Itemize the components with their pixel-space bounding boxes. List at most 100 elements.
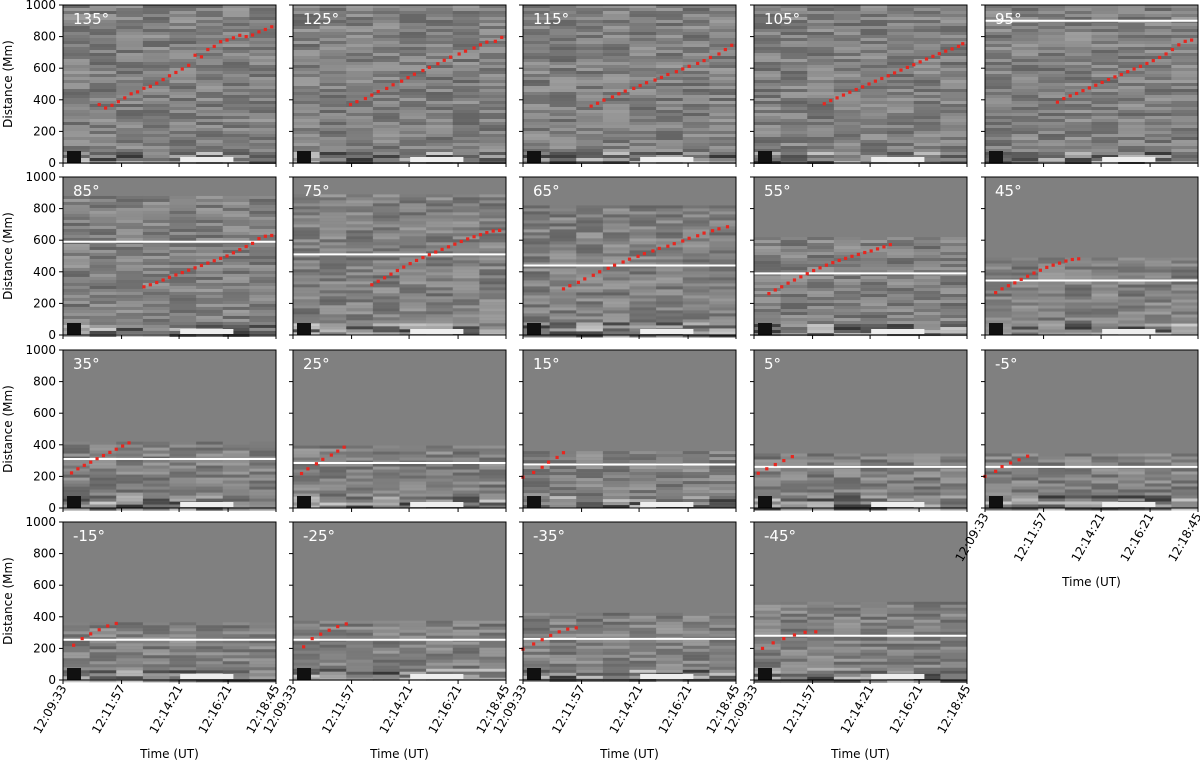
intensity-strip [346, 11, 374, 14]
intensity-strip [142, 146, 170, 149]
bright-feature [871, 157, 925, 162]
intensity-strip [1091, 110, 1119, 113]
intensity-strip [780, 35, 808, 38]
intensity-strip [754, 74, 782, 77]
intensity-strip [116, 122, 144, 125]
intensity-strip [452, 457, 480, 461]
intensity-strip [222, 495, 250, 499]
intensity-strip [860, 258, 888, 262]
intensity-strip [709, 217, 737, 221]
intensity-strip [780, 26, 808, 29]
intensity-strip [1171, 86, 1199, 89]
intensity-strip [549, 292, 577, 296]
intensity-strip [249, 222, 277, 226]
intensity-strip [549, 140, 577, 143]
intensity-strip [293, 74, 321, 77]
intensity-strip [169, 462, 197, 466]
intensity-strip [63, 125, 91, 128]
intensity-strip [116, 17, 144, 20]
intensity-strip [249, 207, 277, 211]
intensity-strip [602, 77, 630, 80]
intensity-strip [860, 459, 888, 463]
intensity-strip [913, 318, 941, 322]
intensity-strip [63, 17, 91, 20]
intensity-strip [426, 53, 454, 56]
intensity-strip [293, 475, 321, 479]
intensity-strip [1011, 269, 1039, 273]
intensity-strip [1011, 459, 1039, 463]
intensity-strip [1011, 483, 1039, 487]
intensity-strip [913, 468, 941, 472]
intensity-strip [89, 264, 117, 268]
intensity-strip [576, 140, 604, 143]
intensity-strip [549, 265, 577, 269]
intensity-strip [372, 56, 400, 59]
intensity-strip [116, 32, 144, 35]
intensity-strip [1144, 71, 1172, 74]
intensity-strip [833, 53, 861, 56]
intensity-strip [196, 8, 224, 11]
intensity-strip [426, 140, 454, 143]
intensity-strip [629, 44, 657, 47]
intensity-strip [116, 137, 144, 140]
intensity-strip [576, 325, 604, 329]
intensity-strip [523, 484, 551, 488]
intensity-strip [89, 486, 117, 490]
intensity-strip [426, 5, 454, 8]
intensity-strip [754, 119, 782, 122]
intensity-strip [479, 95, 507, 98]
intensity-strip [780, 98, 808, 101]
intensity-strip [549, 310, 577, 314]
intensity-strip [1064, 149, 1092, 152]
intensity-strip [372, 475, 400, 479]
intensity-strip [479, 71, 507, 74]
intensity-strip [709, 14, 737, 17]
intensity-strip [656, 223, 684, 227]
intensity-strip [549, 119, 577, 122]
intensity-strip [399, 50, 427, 53]
intensity-strip [479, 26, 507, 29]
intensity-strip [89, 249, 117, 253]
intensity-strip [860, 252, 888, 256]
data-point [421, 68, 425, 73]
intensity-strip [293, 490, 321, 494]
intensity-strip [196, 267, 224, 271]
intensity-strip [399, 209, 427, 213]
intensity-strip [656, 457, 684, 461]
intensity-strip [142, 65, 170, 68]
intensity-strip [196, 222, 224, 226]
intensity-strip [1118, 290, 1146, 294]
intensity-strip [709, 98, 737, 101]
intensity-strip [709, 262, 737, 266]
intensity-strip [89, 504, 117, 508]
intensity-strip [1038, 71, 1066, 74]
intensity-strip [1064, 260, 1092, 264]
intensity-strip [1144, 128, 1172, 131]
intensity-strip [372, 278, 400, 282]
intensity-strip [940, 11, 968, 14]
intensity-strip [399, 197, 427, 201]
intensity-strip [1011, 38, 1039, 41]
intensity-strip [576, 217, 604, 221]
intensity-strip [116, 294, 144, 298]
bright-feature [640, 329, 694, 334]
intensity-strip [372, 20, 400, 23]
data-point [206, 261, 210, 265]
intensity-strip [249, 450, 277, 454]
intensity-strip [346, 92, 374, 95]
intensity-strip [1038, 59, 1066, 62]
intensity-strip [479, 59, 507, 62]
intensity-strip [319, 475, 347, 479]
data-point [1081, 89, 1085, 93]
intensity-strip [682, 322, 710, 326]
intensity-strip [940, 71, 968, 74]
intensity-strip [116, 312, 144, 316]
intensity-strip [807, 276, 835, 280]
intensity-strip [1064, 17, 1092, 20]
intensity-strip [985, 71, 1013, 74]
intensity-strip [709, 125, 737, 128]
intensity-strip [887, 297, 915, 301]
intensity-strip [682, 83, 710, 86]
intensity-strip [1011, 56, 1039, 59]
intensity-strip [63, 41, 91, 44]
